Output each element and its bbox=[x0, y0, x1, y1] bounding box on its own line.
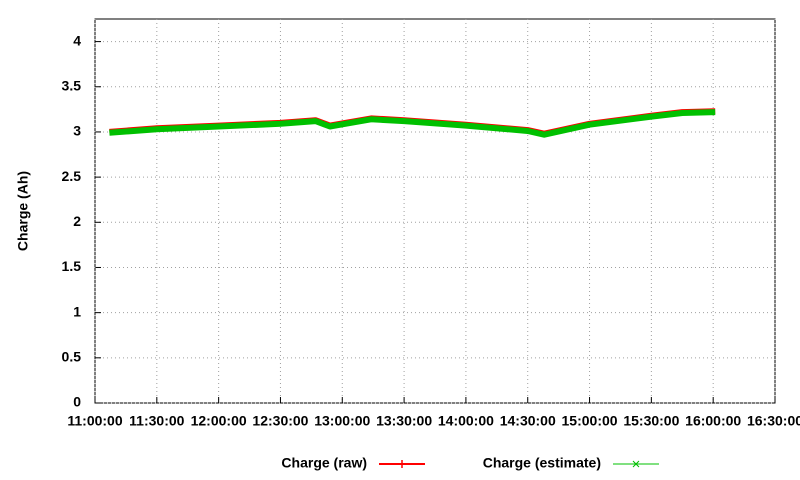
x-tick-label: 12:00:00 bbox=[191, 413, 247, 429]
y-axis-label: Charge (Ah) bbox=[15, 171, 31, 251]
y-tick-label: 2 bbox=[73, 213, 81, 229]
y-tick-label: 3 bbox=[73, 123, 81, 139]
y-tick-label: 3.5 bbox=[62, 77, 82, 93]
y-tick-label: 4 bbox=[73, 32, 81, 48]
y-tick-label: 1 bbox=[73, 303, 81, 319]
x-tick-label: 13:00:00 bbox=[314, 413, 370, 429]
x-tick-label: 12:30:00 bbox=[252, 413, 308, 429]
legend-label: Charge (raw) bbox=[281, 455, 367, 471]
x-tick-label: 14:30:00 bbox=[500, 413, 556, 429]
x-tick-label: 16:00:00 bbox=[685, 413, 741, 429]
plot-frame bbox=[94, 18, 776, 404]
legend-marker bbox=[398, 460, 406, 468]
series-line bbox=[109, 109, 716, 138]
x-tick-label: 13:30:00 bbox=[376, 413, 432, 429]
x-tick-label: 15:00:00 bbox=[562, 413, 618, 429]
x-tick-label: 16:30:00 bbox=[747, 413, 800, 429]
x-tick-label: 14:00:00 bbox=[438, 413, 494, 429]
legend-marker bbox=[632, 460, 640, 468]
y-tick-label: 0 bbox=[73, 394, 81, 410]
x-tick-label: 11:00:00 bbox=[67, 413, 122, 429]
y-tick-label: 1.5 bbox=[62, 258, 82, 274]
legend-label: Charge (estimate) bbox=[483, 455, 601, 471]
y-tick-label: 2.5 bbox=[62, 168, 82, 184]
y-tick-label: 0.5 bbox=[62, 349, 82, 365]
x-tick-label: 15:30:00 bbox=[623, 413, 679, 429]
x-tick-label: 11:30:00 bbox=[129, 413, 184, 429]
